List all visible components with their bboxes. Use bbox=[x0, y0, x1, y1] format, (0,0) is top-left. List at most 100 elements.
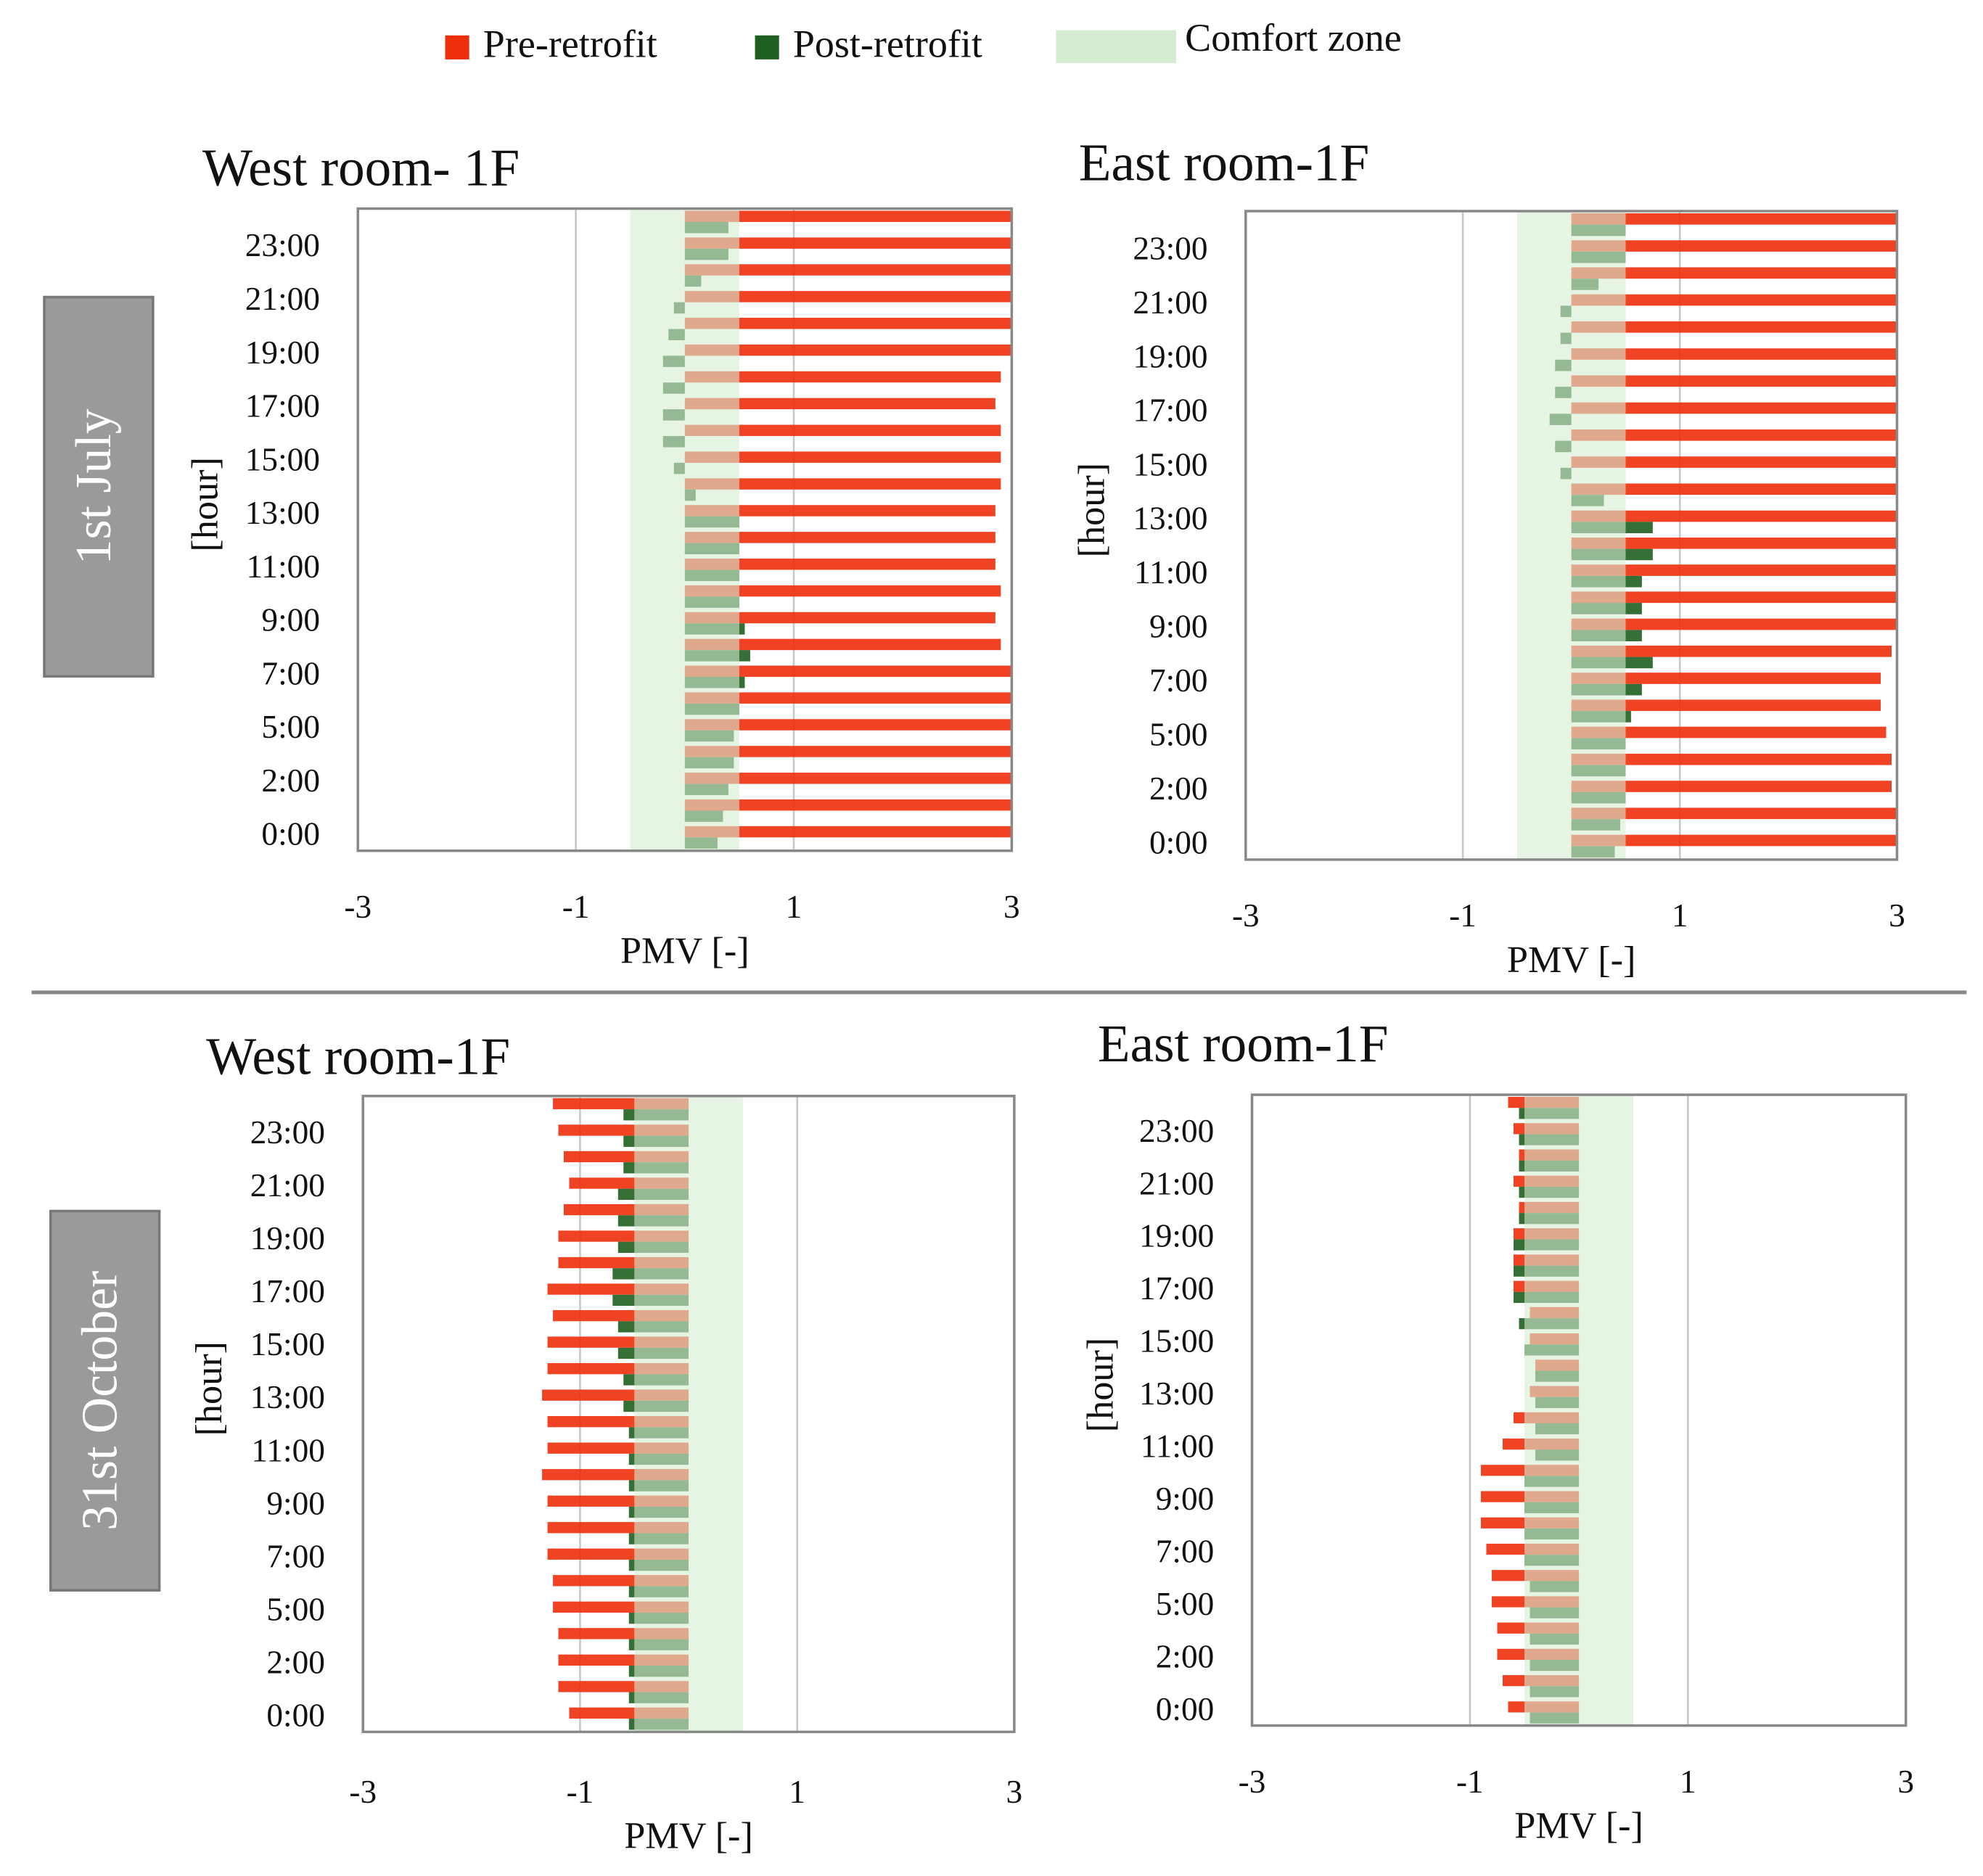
bar bbox=[684, 371, 1001, 383]
legend-label: Pre-retrofit bbox=[483, 22, 657, 66]
row-label-box bbox=[49, 1209, 161, 1592]
bar bbox=[684, 665, 1012, 678]
bar bbox=[684, 424, 1001, 437]
y-tick-label: 5:00 bbox=[261, 709, 320, 745]
plot-frame bbox=[361, 1095, 1016, 1734]
bar bbox=[1571, 591, 1897, 604]
y-tick-label: 13:00 bbox=[250, 1379, 325, 1415]
bar bbox=[1571, 753, 1892, 765]
y-tick-label: 19:00 bbox=[250, 1220, 325, 1256]
y-tick-label: 5:00 bbox=[266, 1591, 325, 1627]
bar bbox=[1571, 564, 1897, 576]
plot-frame bbox=[1244, 210, 1899, 861]
y-tick-label: 11:00 bbox=[1141, 1428, 1215, 1465]
bar bbox=[1571, 348, 1897, 360]
bar bbox=[684, 505, 995, 517]
bar bbox=[1571, 781, 1892, 792]
y-tick-label: 17:00 bbox=[1133, 392, 1207, 429]
bar bbox=[684, 638, 1001, 651]
row-label: 31st October bbox=[73, 1271, 128, 1531]
bar bbox=[1571, 402, 1897, 414]
bar bbox=[684, 746, 1012, 757]
x-axis-label: PMV [-] bbox=[1514, 1805, 1643, 1847]
y-tick-label: 7:00 bbox=[1149, 662, 1208, 699]
y-axis-label: [hour] bbox=[184, 457, 226, 552]
y-tick-label: 15:00 bbox=[1139, 1323, 1214, 1359]
x-tick-label: -1 bbox=[562, 889, 590, 925]
y-tick-label: 0:00 bbox=[266, 1697, 325, 1733]
bar bbox=[684, 612, 995, 624]
x-axis-label: PMV [-] bbox=[620, 930, 750, 972]
x-tick-label: -1 bbox=[1456, 1764, 1484, 1800]
bar bbox=[684, 478, 1001, 490]
y-tick-label: 19:00 bbox=[245, 334, 320, 371]
bar bbox=[1571, 672, 1881, 684]
x-tick-label: 1 bbox=[786, 889, 802, 925]
legend-swatch bbox=[445, 35, 469, 59]
y-tick-label: 19:00 bbox=[1133, 338, 1207, 374]
y-tick-label: 17:00 bbox=[245, 388, 320, 424]
y-tick-label: 21:00 bbox=[250, 1167, 325, 1204]
x-tick-label: -3 bbox=[344, 889, 371, 925]
x-tick-label: 3 bbox=[1003, 889, 1020, 925]
comfort-zone bbox=[1524, 1095, 1634, 1726]
y-axis-label: [hour] bbox=[188, 1341, 230, 1436]
y-tick-label: 21:00 bbox=[245, 281, 320, 317]
bar bbox=[684, 826, 1012, 838]
y-tick-label: 5:00 bbox=[1149, 717, 1208, 753]
row-label: 1st July bbox=[66, 408, 122, 564]
y-tick-label: 7:00 bbox=[266, 1538, 325, 1574]
y-axis-label: [hour] bbox=[1070, 463, 1112, 558]
bar bbox=[1571, 537, 1897, 549]
y-tick-label: 2:00 bbox=[1149, 770, 1208, 807]
y-tick-label: 0:00 bbox=[1156, 1691, 1215, 1727]
y-tick-label: 7:00 bbox=[261, 655, 320, 691]
bar bbox=[1571, 834, 1897, 847]
bar bbox=[1571, 483, 1897, 495]
bar bbox=[684, 719, 1012, 731]
bar bbox=[1571, 645, 1892, 657]
y-tick-label: 11:00 bbox=[246, 548, 320, 585]
comfort-zone bbox=[1516, 211, 1626, 860]
x-tick-label: 3 bbox=[1006, 1774, 1023, 1810]
chart-title: East room-1F bbox=[1079, 133, 1370, 192]
row-label-box bbox=[43, 295, 155, 678]
plot-frame bbox=[1250, 1093, 1908, 1727]
bar bbox=[1571, 267, 1897, 279]
y-tick-label: 23:00 bbox=[1139, 1113, 1214, 1149]
x-tick-label: 3 bbox=[1897, 1764, 1914, 1800]
bar bbox=[1571, 456, 1897, 468]
bar bbox=[684, 692, 1012, 704]
bar bbox=[1571, 807, 1897, 820]
bar bbox=[684, 558, 995, 570]
chart-title: West room-1F bbox=[206, 1027, 510, 1086]
chart-title: East room-1F bbox=[1098, 1014, 1389, 1073]
y-axis-label: [hour] bbox=[1080, 1338, 1122, 1433]
x-tick-label: -3 bbox=[1239, 1764, 1266, 1800]
legend-label: Comfort zone bbox=[1185, 16, 1402, 59]
y-tick-label: 17:00 bbox=[1139, 1270, 1214, 1307]
comfort-zone bbox=[634, 1095, 743, 1732]
x-tick-label: -1 bbox=[567, 1774, 594, 1810]
x-axis-label: PMV [-] bbox=[624, 1814, 753, 1856]
bar bbox=[1571, 213, 1897, 225]
legend-swatch bbox=[1056, 30, 1176, 64]
bar bbox=[684, 799, 1012, 811]
bar bbox=[1571, 726, 1886, 739]
bar bbox=[684, 210, 1012, 222]
bar bbox=[1571, 321, 1897, 333]
y-tick-label: 2:00 bbox=[266, 1644, 325, 1680]
y-tick-label: 11:00 bbox=[1134, 554, 1208, 591]
y-tick-label: 13:00 bbox=[1133, 501, 1207, 537]
x-tick-label: -3 bbox=[1232, 897, 1260, 934]
bar bbox=[684, 318, 1012, 329]
y-tick-label: 9:00 bbox=[1156, 1481, 1215, 1517]
x-tick-label: 1 bbox=[1672, 897, 1688, 934]
bar bbox=[1571, 294, 1897, 306]
y-tick-label: 2:00 bbox=[1156, 1638, 1215, 1674]
bar bbox=[1571, 510, 1897, 522]
bar bbox=[684, 532, 995, 543]
bar bbox=[684, 291, 1012, 303]
bar bbox=[684, 344, 1012, 356]
y-tick-label: 21:00 bbox=[1139, 1165, 1214, 1201]
